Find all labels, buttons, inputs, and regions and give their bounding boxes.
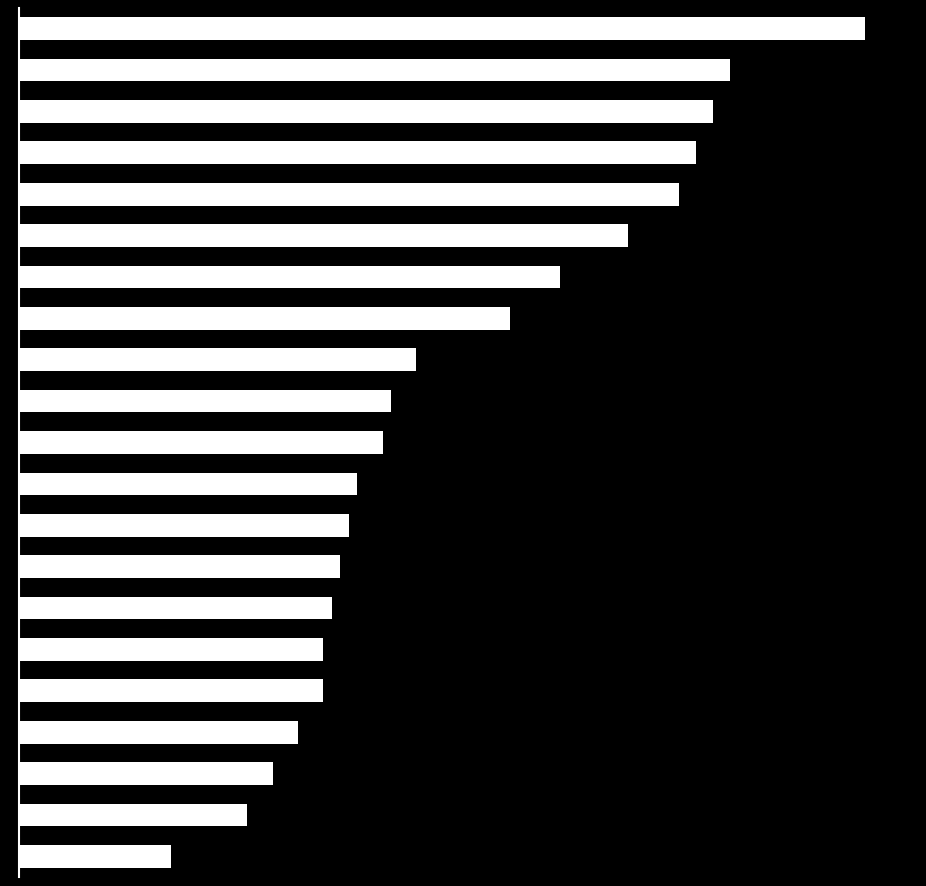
Bar bbox=[19, 307, 509, 330]
Bar bbox=[19, 390, 391, 413]
Bar bbox=[19, 680, 323, 703]
Bar bbox=[19, 721, 298, 744]
Bar bbox=[19, 349, 417, 372]
Bar bbox=[19, 19, 865, 41]
Bar bbox=[19, 59, 730, 82]
Bar bbox=[19, 845, 171, 868]
Bar bbox=[19, 762, 272, 785]
Bar bbox=[19, 225, 628, 248]
Bar bbox=[19, 556, 340, 579]
Bar bbox=[19, 514, 349, 537]
Bar bbox=[19, 101, 713, 124]
Bar bbox=[19, 183, 679, 206]
Bar bbox=[19, 431, 382, 455]
Bar bbox=[19, 804, 247, 827]
Bar bbox=[19, 473, 357, 496]
Bar bbox=[19, 638, 323, 661]
Bar bbox=[19, 266, 560, 289]
Bar bbox=[19, 143, 695, 165]
Bar bbox=[19, 597, 332, 620]
